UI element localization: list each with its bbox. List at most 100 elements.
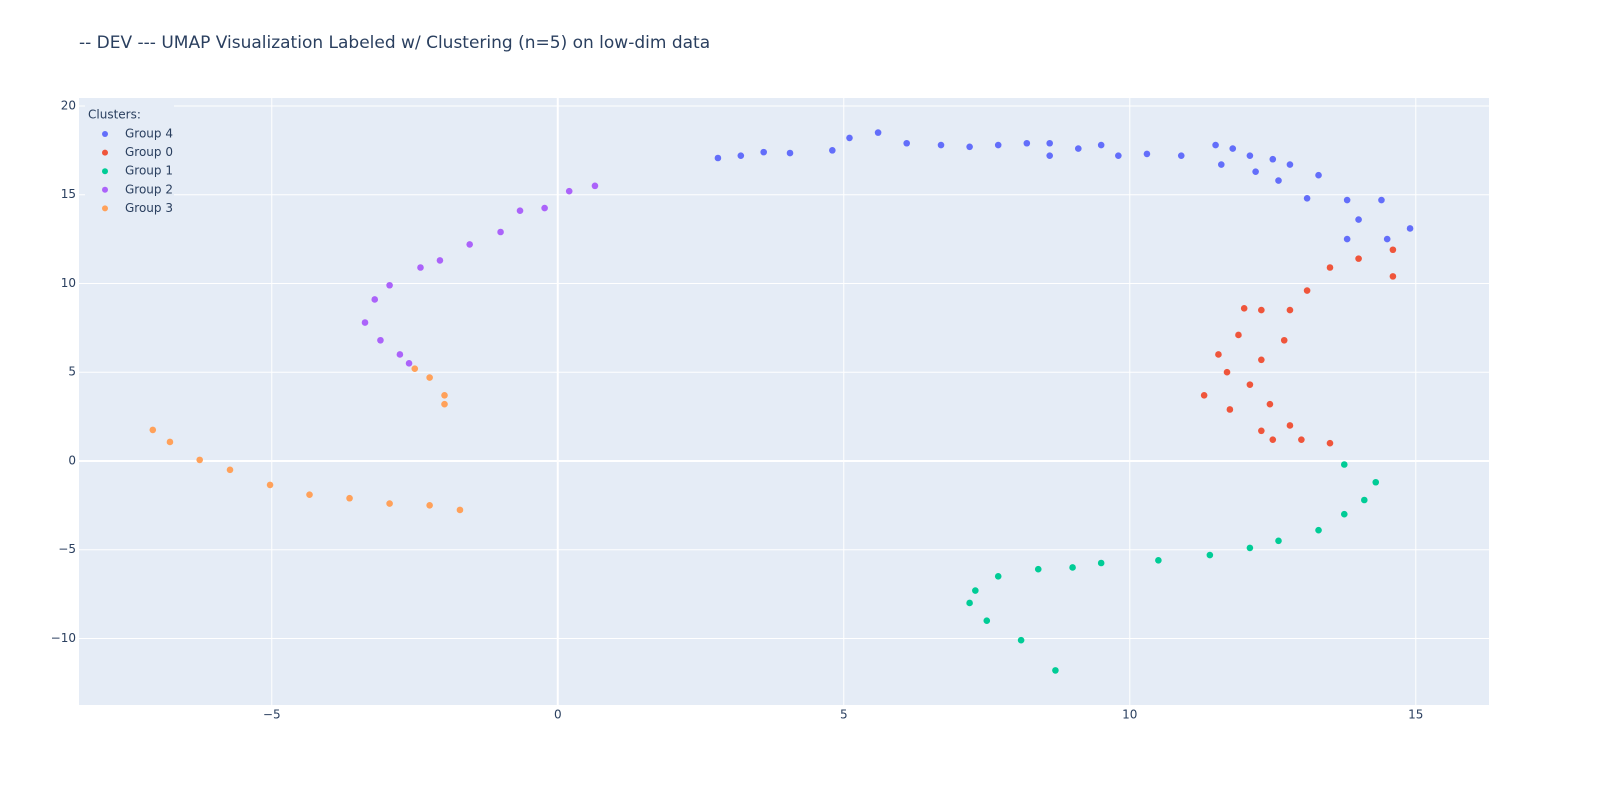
point [1206,551,1214,559]
point [516,207,524,215]
point [1326,264,1334,271]
point [1246,544,1254,552]
point [1298,436,1305,443]
point [1229,145,1237,152]
point [737,152,745,159]
point [1017,636,1025,644]
point [1275,177,1282,184]
point [541,204,548,212]
y-tick-label: 10 [61,276,76,290]
point [1269,436,1277,443]
point [466,241,473,248]
point [874,129,882,136]
point [903,139,910,147]
point [1097,141,1105,149]
point [1240,305,1248,312]
point [1286,161,1294,168]
point [1315,171,1322,179]
point [417,264,424,271]
point [1074,145,1082,152]
point [1269,155,1277,163]
point [426,502,433,509]
point [1143,150,1151,158]
point [1177,152,1185,159]
point [346,494,353,502]
point [1069,564,1076,571]
y-tick-label: 15 [61,187,76,201]
x-tick-label: −5 [263,708,281,722]
point [846,134,853,142]
point [436,257,444,264]
point [386,500,393,507]
point [937,141,945,149]
point [714,154,722,162]
grid [79,98,1489,705]
legend-label: Group 1 [125,164,173,178]
point [497,228,504,236]
point [1340,510,1348,518]
point [1034,565,1042,573]
point [1355,255,1362,262]
point [1266,400,1274,408]
point [1235,331,1242,339]
point [1246,152,1254,159]
point [1286,306,1294,314]
legend-swatch [102,186,108,193]
point [1252,168,1259,175]
point [1115,152,1122,159]
point [1372,478,1380,486]
point [1052,667,1059,674]
legend-label: Group 4 [125,127,173,141]
point [456,506,464,514]
point [196,456,203,464]
point [371,296,379,303]
point [1303,194,1311,202]
point [1046,139,1053,147]
point [1343,235,1351,243]
point [166,438,174,446]
y-tick-label: −10 [51,631,76,645]
x-tick-label: 15 [1408,708,1423,722]
point [1280,336,1288,344]
point [1258,356,1265,364]
point [1343,196,1351,204]
x-tick-label: 0 [554,708,562,722]
legend-label: Group 2 [125,182,173,196]
legend-swatch [102,205,108,212]
chart-title: -- DEV --- UMAP Visualization Labeled w/… [79,33,710,53]
legend-swatch [102,131,108,137]
point [972,587,979,594]
x-tick-label: 10 [1122,708,1137,722]
point [1275,537,1282,545]
point [266,481,274,489]
point [994,573,1002,580]
point [226,466,234,474]
point [441,391,448,399]
point [149,426,157,434]
y-tick-label: −5 [58,542,76,556]
point [1097,559,1105,567]
point [1355,216,1362,223]
point [966,599,973,607]
y-tick-label: 5 [68,365,76,379]
point [1326,439,1334,447]
point [1389,273,1397,280]
point [1340,461,1348,468]
point [1223,368,1231,376]
y-tick-label: 0 [68,453,76,467]
plot-area [79,98,1489,705]
point [396,351,404,358]
point [1303,287,1311,294]
point [405,360,413,367]
legend-label: Group 3 [125,201,173,215]
point [591,182,599,190]
point [377,336,384,344]
legend-label: Group 0 [125,145,173,159]
legend-swatch [102,168,108,175]
point [1212,141,1219,149]
point [1389,246,1397,254]
point [306,491,313,498]
point [1315,526,1322,534]
point [1258,306,1265,314]
